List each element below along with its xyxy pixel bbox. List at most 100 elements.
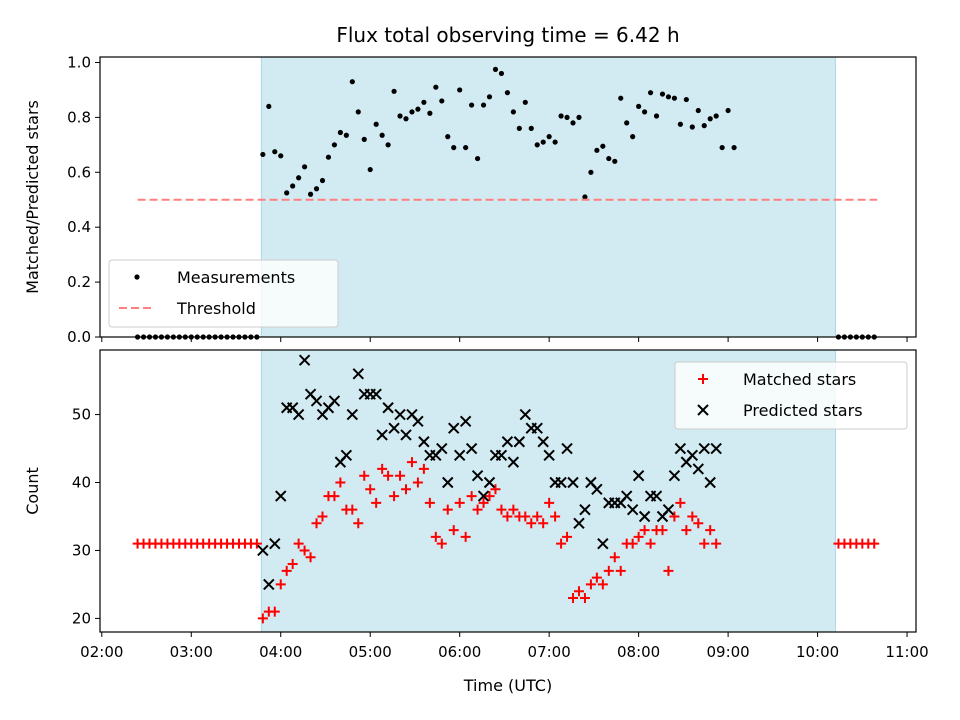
y-axis-label: Count	[23, 467, 42, 515]
measurement-point	[707, 116, 713, 122]
x-tick-label: 09:00	[706, 643, 749, 661]
predicted-stars-point	[275, 490, 287, 502]
predicted-stars-point	[292, 408, 305, 421]
measurement-point	[630, 134, 636, 140]
matched-stars-point	[687, 511, 698, 522]
measurement-point	[618, 95, 624, 101]
predicted-stars-point	[298, 354, 311, 366]
matched-stars-point	[347, 504, 358, 515]
predicted-stars-point	[346, 408, 359, 421]
matched-stars-point	[520, 511, 531, 522]
measurement-point	[719, 144, 725, 151]
measurement-point	[564, 114, 570, 120]
x-tick-label: 05:00	[349, 643, 392, 661]
measurement-point	[576, 114, 582, 120]
matched-stars-point	[466, 491, 477, 502]
measurement-point	[290, 183, 296, 189]
matched-stars-point	[532, 511, 543, 522]
matched-stars-point	[568, 593, 579, 604]
measurement-point	[731, 144, 737, 151]
matched-stars-point	[389, 491, 400, 502]
matched-stars-point	[257, 613, 268, 624]
predicted-stars-point	[471, 470, 484, 482]
matched-stars-point	[251, 538, 262, 549]
panel-frame	[99, 349, 917, 633]
matched-stars-point	[299, 545, 310, 556]
predicted-stars-point	[263, 578, 275, 591]
predicted-stars-point	[352, 368, 364, 380]
predicted-stars-point	[638, 510, 651, 523]
predicted-stars-point	[537, 436, 549, 448]
matched-stars-point	[675, 497, 686, 508]
x-tick-label: 03:00	[170, 643, 213, 661]
measurement-point	[594, 147, 600, 153]
matched-stars-point	[401, 484, 411, 495]
predicted-stars-point	[400, 429, 412, 441]
predicted-stars-point	[412, 415, 424, 428]
matched-stars-point	[591, 572, 602, 583]
matched-stars-point	[699, 538, 710, 549]
predicted-stars-point	[257, 544, 269, 557]
matched-stars-point	[406, 457, 417, 468]
measurement-point	[301, 164, 308, 170]
measurement-point	[433, 84, 439, 90]
measurement-point	[713, 113, 719, 119]
measurement-point	[647, 90, 654, 96]
matched-stars-point	[603, 565, 614, 576]
predicted-stars-point	[668, 470, 681, 482]
measurement-point	[272, 149, 278, 155]
x-tick-label: 06:00	[438, 643, 481, 661]
measurement-point	[552, 139, 558, 145]
matched-stars-point	[371, 497, 382, 508]
y-tick-label: 0.6	[67, 163, 91, 181]
predicted-stars-point	[507, 456, 520, 468]
y-tick-label: 0.8	[67, 108, 91, 126]
predicted-stars-point	[531, 422, 543, 434]
matched-stars-point	[377, 463, 388, 474]
predicted-stars-point	[674, 442, 687, 455]
measurement-point	[343, 132, 349, 138]
predicted-stars-point	[704, 476, 716, 489]
y-tick-label: 20	[72, 609, 91, 627]
predicted-stars-point	[376, 429, 388, 441]
matched-stars-point	[502, 511, 513, 522]
matched-stars-point	[317, 511, 328, 522]
measurement-point	[427, 110, 433, 116]
matched-stars-point	[550, 511, 561, 522]
predicted-stars-point	[477, 490, 490, 502]
legend-x-icon	[697, 404, 709, 416]
matched-stars-point	[478, 497, 489, 508]
measurement-point	[331, 142, 338, 148]
measurement-point	[409, 109, 415, 115]
measurement-point	[266, 103, 272, 110]
y-tick-label: 40	[72, 474, 91, 492]
observing-window-band	[261, 57, 836, 337]
predicted-stars-point	[561, 442, 573, 455]
matched-stars-point	[663, 565, 674, 576]
x-tick-label: 07:00	[528, 643, 571, 661]
measurement-point	[683, 96, 689, 103]
measurement-point	[689, 124, 695, 130]
matched-stars-point	[305, 552, 316, 563]
legend-box	[674, 361, 908, 430]
predicted-stars-point	[340, 449, 353, 462]
measurement-point	[606, 155, 612, 162]
predicted-stars-point	[310, 395, 323, 407]
predicted-stars-point	[620, 490, 633, 502]
measurement-point	[313, 186, 320, 192]
measurement-point	[439, 98, 445, 104]
matched-stars-point	[430, 531, 441, 542]
measurement-point	[457, 87, 463, 93]
matched-stars-point	[526, 518, 537, 529]
measurement-point	[349, 79, 355, 85]
predicted-stars-point	[626, 503, 639, 516]
measurement-point	[677, 121, 683, 127]
x-tick-label: 08:00	[617, 643, 660, 661]
matched-stars-point	[365, 484, 376, 495]
predicted-stars-point	[370, 388, 382, 400]
predicted-stars-point	[501, 436, 514, 448]
legend-label: Measurements	[177, 268, 295, 287]
measurement-point	[636, 103, 642, 110]
measurement-point	[486, 94, 493, 100]
predicted-stars-point	[573, 517, 585, 529]
